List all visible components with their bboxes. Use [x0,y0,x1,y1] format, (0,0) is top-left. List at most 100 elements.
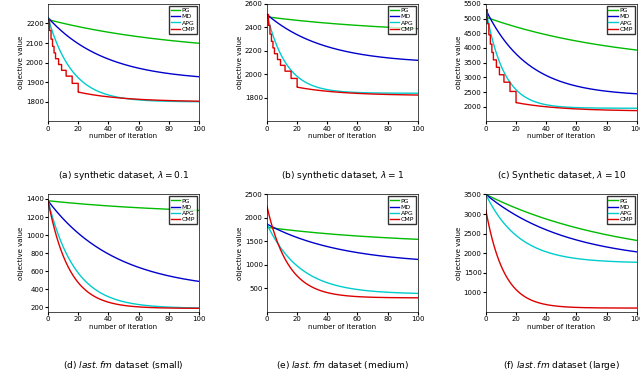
CMP [311,88,319,92]
APG [564,255,572,259]
MD [572,238,580,242]
MD [564,82,572,86]
MD [482,7,490,12]
PG [572,39,580,43]
Line: PG: PG [486,194,637,240]
Text: (a) synthetic dataset, $\lambda = 0.1$: (a) synthetic dataset, $\lambda = 0.1$ [58,168,189,181]
APG [633,260,640,264]
PG [116,204,124,209]
MD [564,235,572,240]
CMP [92,93,100,98]
PG [134,34,141,39]
Line: APG: APG [267,224,418,293]
APG [44,15,52,20]
MD [629,249,637,254]
APG [168,99,175,104]
MD [116,61,124,66]
PG [554,35,561,40]
APG [629,260,637,264]
MD [414,58,422,63]
PG [564,37,572,42]
Y-axis label: objective value: objective value [19,227,24,280]
CMP [633,306,640,310]
PG [572,225,580,230]
APG [345,286,353,291]
Text: (f) $\mathit{last.fm}$ dataset (large): (f) $\mathit{last.fm}$ dataset (large) [503,359,620,372]
CMP [44,17,52,22]
CMP [336,292,344,297]
Line: PG: PG [267,227,418,239]
MD [134,66,141,70]
APG [195,306,203,310]
APG [572,256,580,261]
Legend: PG, MD, APG, CMP: PG, MD, APG, CMP [388,196,416,224]
Line: MD: MD [267,14,418,60]
APG [353,287,360,292]
CMP [124,96,131,101]
PG [633,238,640,243]
APG [191,99,199,104]
X-axis label: number of iteration: number of iteration [308,324,376,330]
PG [353,23,360,28]
CMP [134,305,141,309]
APG [605,106,613,110]
Line: PG: PG [48,201,199,211]
CMP [585,107,593,112]
X-axis label: number of iteration: number of iteration [527,324,595,330]
APG [134,98,141,102]
Line: CMP: CMP [486,210,637,308]
APG [126,97,134,101]
MD [410,257,418,261]
Legend: PG, MD, APG, CMP: PG, MD, APG, CMP [169,6,197,34]
PG [345,233,353,238]
Line: MD: MD [486,194,637,252]
X-axis label: number of iteration: number of iteration [527,133,595,139]
X-axis label: number of iteration: number of iteration [90,133,157,139]
MD [482,192,490,197]
APG [410,291,418,296]
PG [345,23,353,27]
Line: CMP: CMP [48,20,199,101]
PG [629,238,637,242]
CMP [147,98,155,102]
CMP [572,305,580,310]
CMP [195,99,203,104]
MD [126,64,134,68]
MD [44,199,52,203]
CMP [629,306,637,310]
APG [564,105,572,110]
PG [414,27,422,31]
X-axis label: number of iteration: number of iteration [90,324,157,330]
CMP [414,93,422,98]
Line: MD: MD [48,18,199,77]
PG [168,207,175,212]
MD [134,265,141,269]
PG [410,26,418,31]
MD [353,250,360,255]
MD [126,262,134,266]
MD [572,83,580,88]
MD [263,222,271,226]
CMP [530,103,538,108]
PG [414,237,422,242]
CMP [182,99,190,103]
X-axis label: number of iteration: number of iteration [308,133,376,139]
MD [345,50,353,54]
PG [263,14,271,19]
MD [44,15,52,20]
Line: APG: APG [486,194,637,262]
Line: MD: MD [267,224,418,259]
APG [336,284,344,289]
Text: (d) $\mathit{last.fm}$ dataset (small): (d) $\mathit{last.fm}$ dataset (small) [63,359,184,371]
PG [605,233,613,238]
Legend: PG, MD, APG, CMP: PG, MD, APG, CMP [169,196,197,224]
Legend: PG, MD, APG, CMP: PG, MD, APG, CMP [607,196,635,224]
MD [191,74,199,79]
APG [387,290,394,295]
PG [116,32,124,36]
Line: MD: MD [48,201,199,282]
APG [134,302,141,307]
PG [387,25,394,30]
PG [633,48,640,52]
PG [134,206,141,210]
